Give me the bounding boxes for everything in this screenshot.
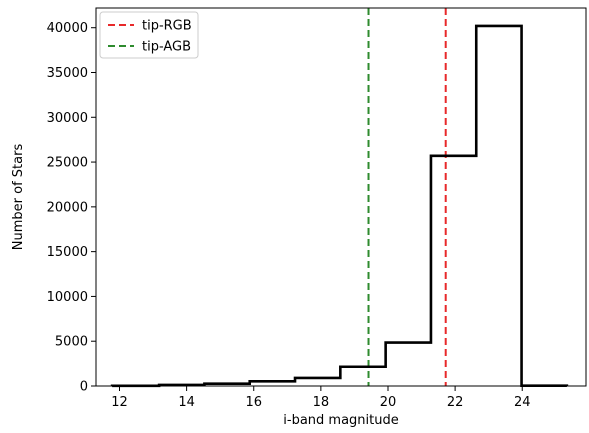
- y-tick-label: 40000: [47, 21, 88, 36]
- ticks-layer: 12 14 16 18 20 22 24 0 5000 10000 15000 20000 25000 3…: [47, 21, 531, 410]
- x-tick-label: 22: [447, 395, 464, 410]
- x-tick-label: 16: [245, 395, 262, 410]
- x-tick-label: 14: [178, 395, 195, 410]
- y-tick-label: 10000: [47, 290, 88, 305]
- plot-frame: [96, 8, 586, 386]
- y-tick-label: 5000: [55, 335, 88, 350]
- y-tick-label: 30000: [47, 111, 88, 126]
- y-axis-label: Number of Stars: [11, 144, 26, 251]
- vertical-lines-layer: [369, 8, 446, 386]
- histogram-outline: [112, 26, 567, 386]
- y-tick-label: 0: [80, 380, 88, 395]
- y-tick-label: 25000: [47, 156, 88, 171]
- x-tick-label: 20: [380, 395, 397, 410]
- legend-label-tip-rgb: tip-RGB: [142, 19, 192, 34]
- y-tick-label: 35000: [47, 66, 88, 81]
- x-tick-label: 18: [313, 395, 330, 410]
- legend-label-tip-agb: tip-AGB: [142, 40, 191, 55]
- y-tick-label: 15000: [47, 245, 88, 260]
- histogram-bar: [340, 367, 385, 386]
- histogram-bar: [431, 156, 476, 386]
- y-tick-label: 20000: [47, 200, 88, 215]
- x-tick-label: 12: [111, 395, 128, 410]
- histogram-layer: [112, 26, 567, 386]
- x-axis-label: i-band magnitude: [283, 413, 398, 428]
- histogram-bar: [386, 343, 431, 386]
- histogram-bar: [476, 26, 521, 386]
- legend: tip-RGB tip-AGB: [100, 12, 198, 58]
- x-tick-label: 24: [514, 395, 531, 410]
